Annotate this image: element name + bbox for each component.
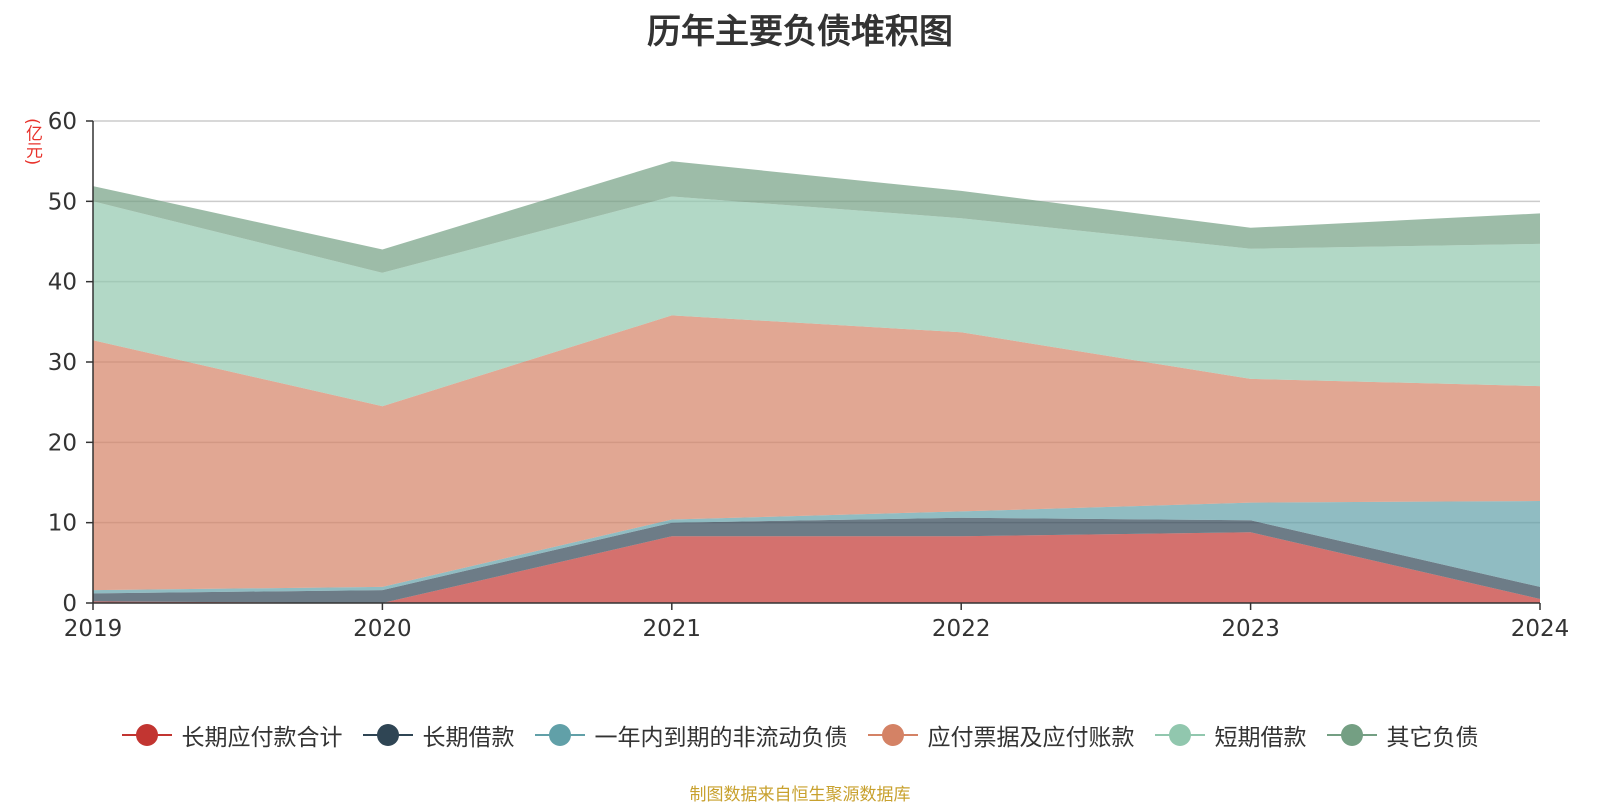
- legend-marker-icon: [1154, 723, 1205, 747]
- y-tick-label: 30: [48, 350, 77, 376]
- area-series-5[interactable]: [93, 161, 1540, 273]
- legend-item[interactable]: 其它负债: [1326, 718, 1479, 752]
- area-series-4[interactable]: [93, 196, 1540, 407]
- legend-item[interactable]: 一年内到期的非流动负债: [534, 718, 848, 752]
- legend-dot: [376, 724, 399, 746]
- y-tick-label: 10: [48, 511, 77, 537]
- area-series: [93, 161, 1540, 603]
- legend: 长期应付款合计 长期借款 一年内到期的非流动负债 应付票据及应付账款 短期借款 其它负债: [0, 718, 1600, 752]
- legend-item[interactable]: 长期借款: [362, 718, 515, 752]
- legend-label: 短期借款: [1214, 725, 1307, 751]
- area-series-3[interactable]: [93, 315, 1540, 591]
- legend-dot: [135, 724, 158, 746]
- axes: 0 10 20 30 40 50 60 2019 2020 2021 2022 2023 2024: [48, 109, 1570, 642]
- y-tick-label: 50: [48, 189, 77, 215]
- legend-marker-icon: [1326, 723, 1377, 747]
- legend-marker-icon: [534, 723, 585, 747]
- y-tick-label: 20: [48, 430, 77, 456]
- source-note: 制图数据来自恒生聚源数据库: [689, 785, 911, 805]
- legend-item[interactable]: 应付票据及应付账款: [867, 718, 1135, 752]
- legend-item[interactable]: 长期应付款合计: [121, 718, 343, 752]
- legend-label: 长期应付款合计: [181, 725, 343, 751]
- y-tick-label: 40: [48, 270, 77, 296]
- legend-dot: [881, 724, 904, 746]
- legend-label: 长期借款: [422, 725, 515, 751]
- area-series-0[interactable]: [93, 532, 1540, 603]
- y-tick-label: 60: [48, 109, 77, 135]
- y-axis-unit: (亿元): [22, 118, 42, 166]
- legend-dot: [1168, 724, 1191, 746]
- legend-dot: [548, 724, 571, 746]
- legend-label: 一年内到期的非流动负债: [594, 725, 848, 751]
- stacked-area-chart: 0 10 20 30 40 50 60 2019 2020 2021 2022 2023 2024: [48, 109, 1570, 642]
- y-tick-label: 0: [62, 591, 77, 617]
- legend-item[interactable]: 短期借款: [1154, 718, 1307, 752]
- x-tick-label: 2020: [353, 616, 412, 642]
- x-tick-label: 2022: [932, 616, 991, 642]
- x-tick-label: 2021: [643, 616, 702, 642]
- area-series-1[interactable]: [93, 517, 1540, 603]
- area-series-2[interactable]: [93, 501, 1540, 594]
- x-tick-label: 2024: [1511, 616, 1570, 642]
- chart-title: 历年主要负债堆积图: [647, 12, 953, 52]
- legend-marker-icon: [121, 723, 172, 747]
- legend-marker-icon: [867, 723, 918, 747]
- legend-label: 其它负债: [1386, 725, 1479, 751]
- x-tick-label: 2023: [1221, 616, 1280, 642]
- legend-dot: [1340, 724, 1363, 746]
- x-tick-label: 2019: [64, 616, 123, 642]
- legend-marker-icon: [362, 723, 413, 747]
- legend-label: 应付票据及应付账款: [927, 725, 1135, 751]
